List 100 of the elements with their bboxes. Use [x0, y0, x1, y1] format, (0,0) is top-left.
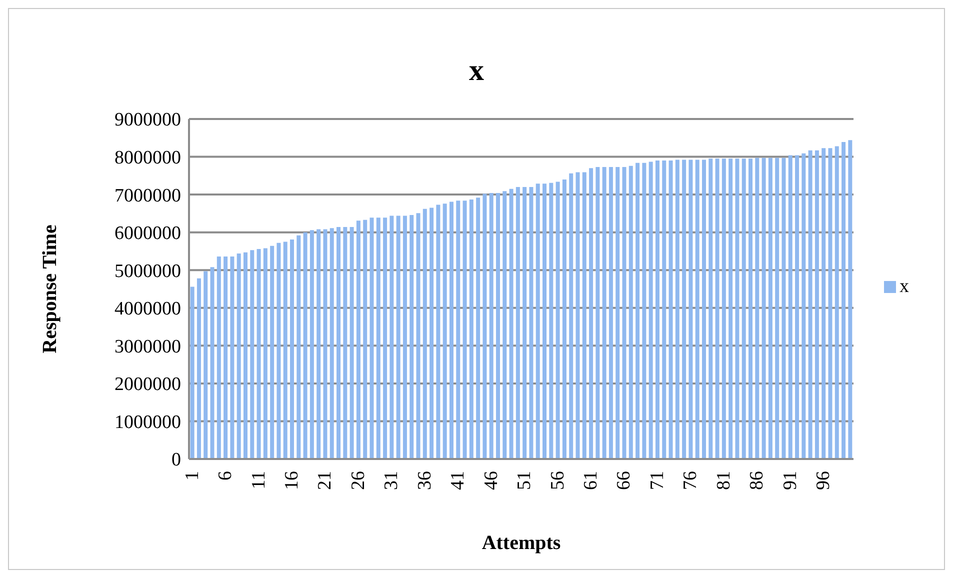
x-tick-label: 61	[580, 471, 602, 490]
bar	[688, 160, 693, 459]
bar	[735, 158, 740, 459]
x-tick-label: 6	[215, 471, 236, 480]
bar	[748, 158, 753, 459]
bar	[556, 182, 560, 459]
bar	[795, 155, 800, 459]
x-tick-label: 81	[713, 471, 734, 490]
y-tick-label: 2000000	[114, 374, 181, 396]
bar	[250, 250, 254, 459]
bar	[722, 158, 726, 459]
bar	[204, 271, 208, 459]
bar	[330, 228, 334, 459]
x-tick-label: 51	[514, 471, 536, 490]
bar	[762, 158, 766, 459]
bar	[224, 256, 228, 459]
bar	[196, 278, 201, 459]
bar	[708, 158, 713, 459]
bar	[589, 168, 594, 459]
bar	[662, 160, 666, 459]
bar	[402, 216, 407, 459]
bar	[456, 200, 460, 459]
x-tick-label: 56	[547, 471, 568, 490]
x-tick-label: 41	[448, 471, 469, 490]
x-tick-label: 96	[813, 471, 834, 490]
bar	[596, 166, 600, 459]
bar	[416, 213, 420, 459]
bar	[648, 162, 653, 459]
bar	[489, 193, 494, 459]
bar	[430, 208, 434, 459]
x-tick-label: 36	[414, 471, 436, 490]
x-tick-label: 26	[348, 471, 369, 490]
bar	[476, 198, 480, 459]
bar	[562, 179, 566, 459]
bar	[775, 158, 780, 459]
bar	[814, 150, 819, 459]
bar	[636, 162, 640, 459]
bar	[536, 184, 540, 459]
bar	[755, 158, 760, 459]
bar	[210, 267, 214, 459]
bar	[569, 173, 574, 459]
y-tick-label: 7000000	[114, 185, 181, 206]
x-tick-label: 91	[780, 471, 801, 490]
bar	[788, 155, 792, 459]
bar	[616, 166, 620, 459]
bar	[482, 194, 487, 459]
bar	[529, 187, 534, 459]
bar	[682, 160, 686, 459]
y-tick-label: 0	[172, 450, 181, 471]
y-tick-label: 8000000	[114, 148, 181, 169]
y-tick-label: 9000000	[114, 110, 181, 131]
bar	[702, 160, 706, 459]
bar	[675, 160, 680, 459]
bar	[370, 218, 374, 459]
bar	[190, 286, 194, 459]
bar	[323, 229, 328, 459]
y-tick-label: 1000000	[114, 412, 181, 433]
bar	[549, 182, 554, 459]
bar	[695, 160, 700, 459]
bar	[449, 202, 454, 459]
bar	[608, 166, 613, 459]
x-tick-label: 66	[614, 471, 635, 490]
bar	[263, 248, 268, 459]
x-tick-label: 16	[281, 471, 302, 490]
bar	[296, 235, 301, 459]
bar	[808, 150, 812, 459]
bar	[496, 193, 500, 459]
bar	[422, 208, 427, 459]
bar	[742, 158, 746, 459]
bar	[316, 229, 321, 459]
bar	[828, 148, 832, 459]
bar	[376, 218, 380, 459]
x-axis-title: Attempts	[482, 532, 561, 554]
x-tick-label: 1	[182, 471, 203, 480]
bar	[303, 232, 308, 459]
bar	[270, 246, 274, 459]
bar	[383, 218, 388, 459]
y-tick-label: 4000000	[114, 298, 181, 320]
y-tick-label: 5000000	[114, 260, 181, 282]
x-tick-label: 76	[680, 471, 702, 490]
bar	[642, 162, 646, 459]
bar	[243, 252, 248, 459]
bar	[516, 187, 520, 459]
bar	[350, 227, 354, 459]
chart-title: x	[468, 54, 485, 88]
bar	[834, 146, 839, 459]
bar	[256, 248, 261, 459]
bar	[509, 188, 514, 459]
bar	[283, 242, 288, 459]
bar	[622, 166, 626, 459]
bar	[582, 172, 586, 459]
bar	[290, 240, 294, 459]
y-tick-label: 6000000	[114, 223, 181, 244]
bar	[469, 199, 474, 459]
bar	[462, 200, 467, 459]
bar	[310, 230, 314, 459]
bar	[343, 227, 348, 459]
bar	[782, 158, 786, 459]
bar	[668, 160, 673, 459]
bar	[576, 172, 580, 459]
